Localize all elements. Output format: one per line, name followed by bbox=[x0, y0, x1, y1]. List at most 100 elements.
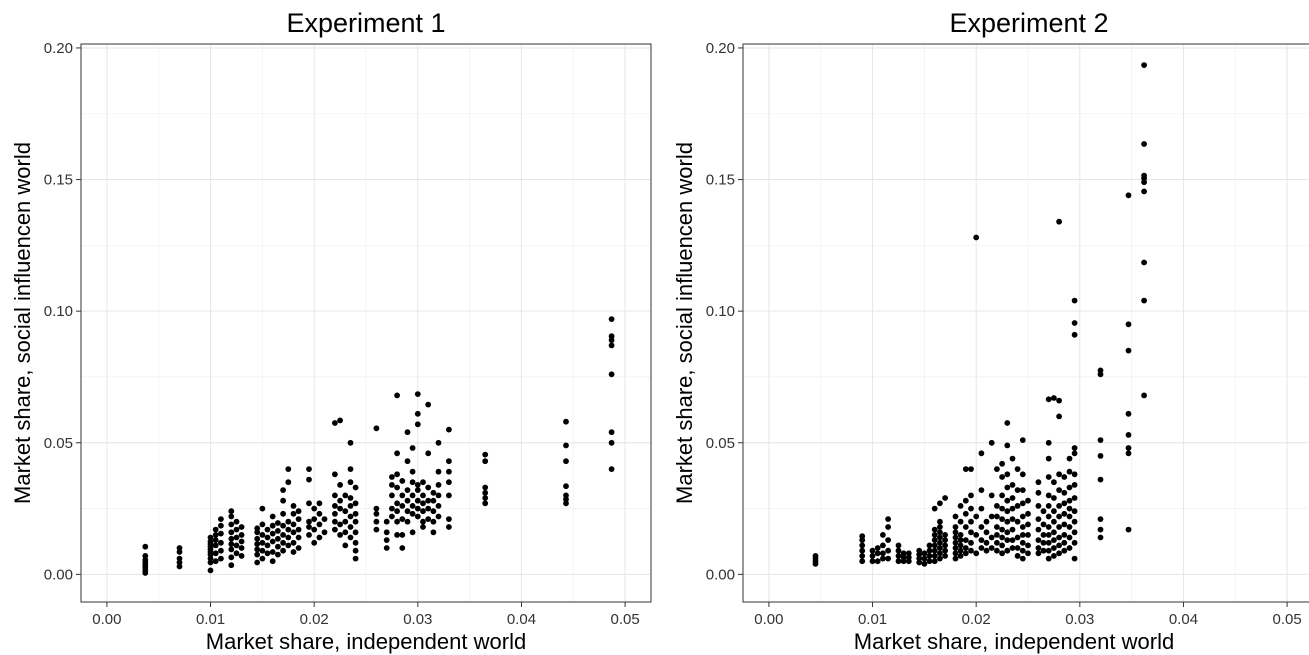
data-point bbox=[280, 487, 286, 493]
data-point bbox=[420, 518, 426, 525]
data-point bbox=[962, 537, 969, 543]
data-point bbox=[608, 429, 615, 436]
data-point bbox=[999, 516, 1005, 522]
data-point bbox=[207, 538, 214, 545]
data-point bbox=[394, 471, 400, 478]
data-point bbox=[218, 547, 224, 554]
data-point bbox=[399, 545, 406, 551]
data-point bbox=[859, 533, 866, 540]
data-point bbox=[1051, 553, 1057, 559]
data-point bbox=[1025, 542, 1031, 549]
data-point bbox=[1056, 550, 1062, 557]
data-point bbox=[874, 550, 881, 557]
data-point bbox=[1019, 547, 1026, 554]
data-point bbox=[275, 520, 281, 526]
data-point bbox=[254, 535, 261, 542]
data-point bbox=[937, 555, 943, 562]
data-point bbox=[414, 410, 421, 417]
data-point bbox=[994, 503, 1000, 509]
data-point bbox=[1035, 545, 1042, 551]
data-point bbox=[142, 543, 149, 550]
data-point bbox=[1045, 492, 1052, 499]
data-point bbox=[404, 458, 411, 465]
data-point bbox=[1097, 367, 1104, 374]
data-point bbox=[1056, 487, 1062, 493]
data-point bbox=[238, 532, 245, 538]
data-point bbox=[176, 559, 183, 566]
data-point bbox=[238, 553, 245, 559]
data-point bbox=[321, 516, 328, 522]
data-point bbox=[233, 550, 240, 557]
data-point bbox=[1004, 442, 1011, 449]
data-point bbox=[1066, 513, 1073, 520]
data-point bbox=[978, 487, 985, 493]
data-point bbox=[1125, 432, 1132, 438]
data-point bbox=[1051, 395, 1057, 401]
data-point bbox=[207, 555, 214, 562]
data-point bbox=[921, 560, 928, 567]
data-point bbox=[1056, 542, 1062, 549]
data-point bbox=[1071, 471, 1078, 478]
data-point bbox=[420, 479, 426, 486]
data-point bbox=[1045, 539, 1052, 546]
data-point bbox=[1014, 518, 1021, 525]
data-point bbox=[285, 466, 292, 472]
data-point bbox=[952, 534, 959, 541]
data-point bbox=[420, 508, 426, 515]
data-point bbox=[1040, 521, 1047, 528]
data-point bbox=[1066, 534, 1073, 541]
data-point bbox=[446, 524, 452, 530]
data-point bbox=[1125, 321, 1132, 328]
data-point bbox=[482, 500, 489, 507]
data-point bbox=[420, 524, 426, 530]
data-point bbox=[1004, 529, 1011, 536]
data-point bbox=[269, 530, 276, 537]
data-point bbox=[942, 532, 948, 538]
data-point bbox=[212, 550, 219, 557]
data-point bbox=[608, 466, 615, 472]
data-point bbox=[1019, 539, 1026, 546]
data-point bbox=[926, 558, 933, 565]
data-point bbox=[233, 542, 240, 549]
data-point bbox=[389, 474, 395, 480]
data-point bbox=[999, 505, 1005, 512]
data-point bbox=[352, 555, 359, 562]
data-point bbox=[176, 549, 183, 555]
data-point bbox=[937, 539, 943, 546]
data-point bbox=[352, 529, 359, 536]
data-point bbox=[931, 526, 938, 533]
data-point bbox=[306, 532, 312, 538]
data-point bbox=[264, 550, 271, 557]
data-point bbox=[1071, 495, 1078, 501]
data-points bbox=[812, 62, 1147, 567]
data-point bbox=[430, 497, 437, 504]
data-point bbox=[290, 510, 297, 517]
data-point bbox=[999, 542, 1005, 549]
data-point bbox=[885, 547, 891, 554]
data-point bbox=[869, 553, 876, 559]
data-point bbox=[228, 535, 235, 542]
x-tick-label: 0.03 bbox=[403, 611, 432, 628]
data-point bbox=[937, 545, 943, 551]
data-point bbox=[280, 522, 286, 529]
data-point bbox=[337, 532, 343, 538]
data-point bbox=[212, 558, 219, 565]
data-point bbox=[295, 508, 302, 515]
data-point bbox=[399, 478, 406, 484]
data-point bbox=[1004, 547, 1011, 554]
data-point bbox=[332, 420, 338, 426]
data-point bbox=[921, 555, 928, 562]
data-point bbox=[352, 518, 359, 525]
data-point bbox=[1051, 479, 1057, 486]
data-point bbox=[228, 529, 235, 536]
data-point bbox=[394, 450, 400, 457]
data-point bbox=[290, 503, 297, 509]
data-point bbox=[425, 450, 432, 457]
data-point bbox=[316, 510, 323, 517]
data-point bbox=[238, 545, 245, 551]
data-point bbox=[290, 521, 297, 528]
data-point bbox=[999, 526, 1005, 533]
data-point bbox=[988, 439, 995, 446]
data-point bbox=[207, 534, 214, 541]
data-point bbox=[285, 526, 292, 533]
